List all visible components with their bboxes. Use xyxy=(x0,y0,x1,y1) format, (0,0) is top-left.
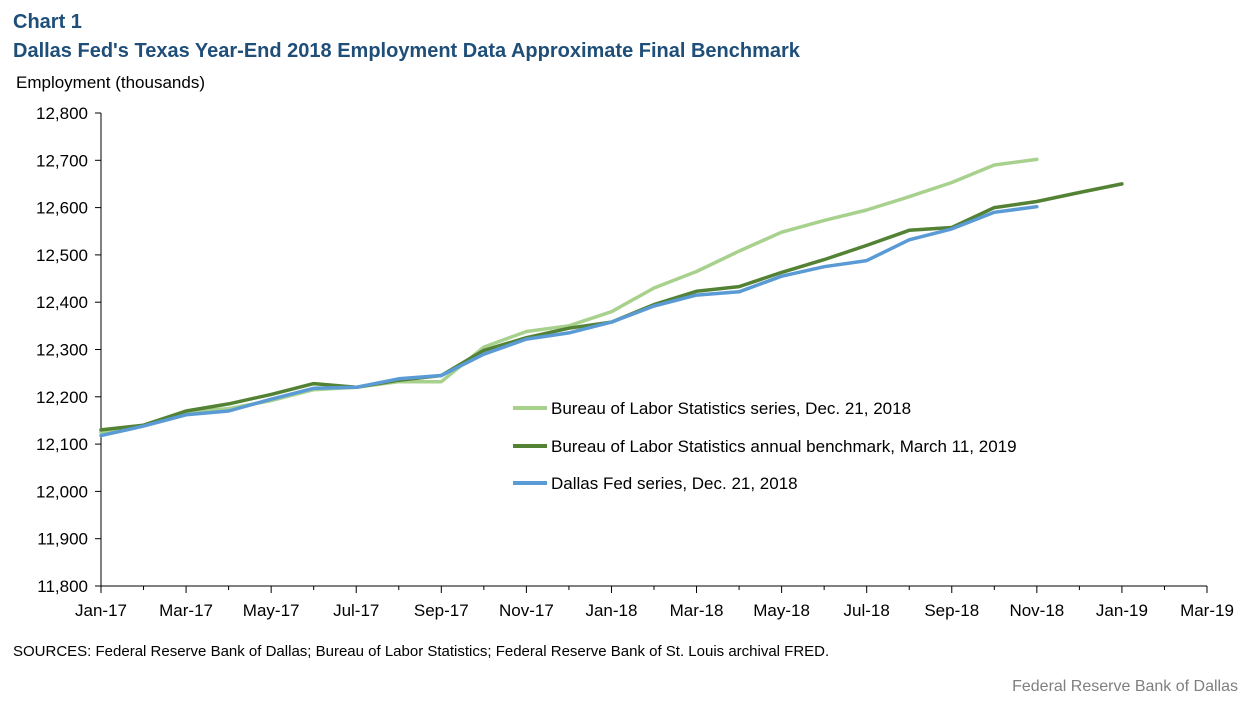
legend-label-3: Dallas Fed series, Dec. 21, 2018 xyxy=(551,474,798,493)
legend-label-2: Bureau of Labor Statistics annual benchm… xyxy=(551,437,1017,456)
y-tick-label: 11,800 xyxy=(37,577,88,596)
series-line-3 xyxy=(99,204,1039,438)
y-tick-label: 12,100 xyxy=(36,435,88,454)
x-tick-label: Nov-17 xyxy=(499,601,554,620)
x-tick-label: Sep-18 xyxy=(924,601,979,620)
y-tick-label: 12,800 xyxy=(36,104,88,123)
x-tick-label: Jan-17 xyxy=(75,601,127,620)
x-tick-label: Mar-17 xyxy=(159,601,213,620)
axes: 11,800 11,900 12,000 12,100 12,200 12,300 12,4… xyxy=(36,104,1234,620)
sources-note: SOURCES: Federal Reserve Bank of Dallas;… xyxy=(13,643,830,660)
legend-label-1: Bureau of Labor Statistics series, Dec. … xyxy=(551,399,911,418)
x-tick-label: Mar-18 xyxy=(670,601,724,620)
x-tick-label: May-18 xyxy=(753,601,810,620)
x-tick-label: Jan-18 xyxy=(585,601,637,620)
x-tick-label: Jul-17 xyxy=(333,601,379,620)
x-tick-label: Mar-19 xyxy=(1180,601,1234,620)
y-tick-label: 12,300 xyxy=(36,341,88,360)
credit-line: Federal Reserve Bank of Dallas xyxy=(1012,678,1238,695)
chart-title: Dallas Fed's Texas Year-End 2018 Employm… xyxy=(13,40,800,62)
x-tick-label: Sep-17 xyxy=(414,601,469,620)
y-tick-label: 12,600 xyxy=(36,199,88,218)
x-tick-label: May-17 xyxy=(243,601,300,620)
y-tick-label: 12,000 xyxy=(36,482,88,501)
x-tick-label: Jul-18 xyxy=(844,601,890,620)
series-line-1 xyxy=(99,157,1039,435)
series-group xyxy=(99,157,1124,438)
x-tick-label: Nov-18 xyxy=(1009,601,1064,620)
chart-label: Chart 1 xyxy=(13,11,82,33)
y-tick-label: 12,400 xyxy=(36,293,88,312)
y-axis-unit-label: Employment (thousands) xyxy=(16,73,205,92)
legend: Bureau of Labor Statistics series, Dec. … xyxy=(513,399,1017,493)
y-tick-label: 11,900 xyxy=(37,530,88,549)
y-tick-label: 12,700 xyxy=(36,151,88,170)
y-tick-label: 12,200 xyxy=(36,388,88,407)
x-tick-label: Jan-19 xyxy=(1096,601,1148,620)
y-tick-label: 12,500 xyxy=(36,246,88,265)
